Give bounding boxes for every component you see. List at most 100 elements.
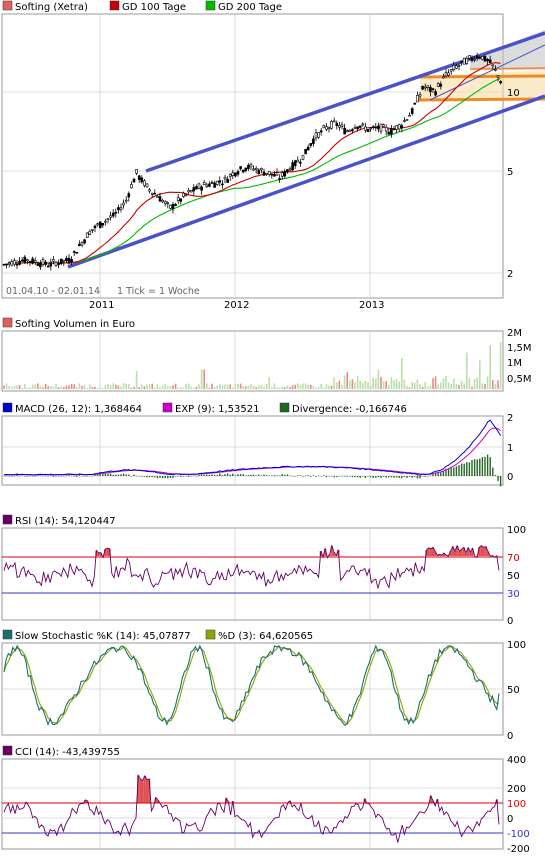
candle-body bbox=[205, 184, 209, 187]
divergence-bar bbox=[146, 476, 148, 478]
divergence-bar bbox=[463, 463, 465, 476]
cci-fill-segment bbox=[143, 776, 146, 804]
volume-bar bbox=[458, 384, 460, 389]
candle-body bbox=[452, 64, 456, 70]
divergence-bar bbox=[497, 476, 499, 481]
candle-body bbox=[491, 64, 495, 67]
divergence-bar bbox=[432, 473, 434, 476]
candle-body bbox=[356, 126, 359, 130]
volume-bar bbox=[109, 384, 112, 389]
price-y-axis: 10 5 2 bbox=[507, 88, 520, 280]
divergence-bar bbox=[60, 475, 62, 477]
divergence-bar bbox=[395, 476, 398, 478]
price-plot-frame bbox=[1, 13, 504, 299]
divergence-bar bbox=[3, 476, 5, 477]
candle-body bbox=[486, 59, 489, 62]
candle-body bbox=[114, 211, 118, 214]
volume-bar bbox=[460, 380, 463, 389]
divergence-bar bbox=[291, 476, 294, 477]
rsi-fill-segment bbox=[478, 547, 481, 556]
divergence-bar bbox=[239, 474, 242, 476]
stoch-d-legend-label: %D (3): 64,620565 bbox=[218, 631, 313, 642]
volume-bar bbox=[57, 387, 60, 389]
candle-body bbox=[423, 86, 427, 89]
ma100-legend-swatch bbox=[109, 0, 120, 11]
candle-body bbox=[174, 203, 177, 206]
divergence-bar bbox=[336, 476, 338, 478]
divergence-bar bbox=[115, 474, 117, 476]
divergence-bar bbox=[182, 476, 185, 477]
candle-body bbox=[221, 183, 224, 186]
divergence-bar bbox=[362, 475, 364, 477]
volume-bar bbox=[128, 383, 130, 389]
volume-bar bbox=[414, 383, 416, 389]
volume-bar bbox=[237, 383, 239, 389]
volume-bar bbox=[284, 387, 286, 389]
volume-bar bbox=[328, 385, 330, 389]
divergence-bar bbox=[234, 475, 237, 476]
candle-body bbox=[260, 168, 263, 171]
volume-plot-frame bbox=[1, 330, 504, 392]
divergence-bar bbox=[494, 474, 497, 476]
divergence-bar bbox=[489, 457, 491, 476]
volume-bar bbox=[375, 378, 377, 389]
volume-bar bbox=[333, 377, 335, 389]
divergence-bar bbox=[86, 476, 88, 477]
cci-tick-200: 200 bbox=[507, 784, 526, 795]
divergence-bar bbox=[450, 467, 452, 476]
candle-body bbox=[283, 171, 287, 177]
cci-fill-segment bbox=[137, 775, 140, 804]
divergence-legend-label: Divergence: -0,166746 bbox=[292, 404, 407, 415]
divergence-bar bbox=[200, 474, 203, 476]
volume-bar bbox=[76, 386, 78, 389]
volume-bar bbox=[229, 384, 231, 389]
divergence-bar bbox=[247, 475, 250, 476]
divergence-bar bbox=[226, 473, 229, 476]
divergence-bar bbox=[414, 476, 416, 477]
divergence-bar bbox=[198, 475, 200, 476]
divergence-bar bbox=[341, 475, 343, 477]
volume-bar bbox=[203, 369, 205, 389]
divergence-bar bbox=[78, 475, 81, 476]
volume-bar bbox=[289, 387, 291, 389]
divergence-bar bbox=[44, 475, 47, 477]
volume-bar bbox=[419, 384, 421, 389]
volume-bar bbox=[416, 379, 419, 389]
date-range-label: 01.04.10 - 02.01.14 bbox=[6, 286, 100, 297]
volume-bar bbox=[273, 383, 276, 389]
divergence-bar bbox=[364, 476, 367, 478]
candle-body bbox=[379, 123, 383, 132]
divergence-bar bbox=[117, 474, 120, 476]
divergence-bar bbox=[276, 475, 278, 476]
divergence-bar bbox=[499, 476, 502, 487]
cci-fill-segment bbox=[363, 798, 366, 804]
divergence-bar bbox=[224, 474, 226, 476]
divergence-bar bbox=[57, 475, 60, 477]
volume-bar bbox=[206, 383, 208, 389]
candle-body bbox=[247, 164, 250, 169]
macd-tick-1: 1 bbox=[507, 443, 513, 454]
divergence-bar bbox=[245, 475, 247, 476]
candle-body bbox=[39, 262, 42, 268]
candle-body bbox=[475, 55, 479, 59]
volume-bar bbox=[47, 386, 49, 389]
rsi-fill-segment bbox=[427, 547, 430, 556]
candle-body bbox=[444, 72, 448, 77]
divergence-bar bbox=[206, 474, 208, 476]
candle-body bbox=[408, 114, 411, 117]
volume-bar bbox=[395, 378, 398, 389]
divergence-bar bbox=[416, 476, 419, 479]
divergence-bar bbox=[107, 473, 109, 476]
candle-body bbox=[358, 125, 362, 128]
candle-body bbox=[416, 94, 419, 103]
volume-bar bbox=[473, 379, 476, 389]
divergence-bar bbox=[372, 476, 374, 478]
volume-bar bbox=[68, 385, 70, 389]
candle-body bbox=[200, 186, 203, 191]
divergence-bar bbox=[250, 474, 252, 476]
candle-body bbox=[442, 76, 445, 79]
divergence-bar bbox=[421, 476, 424, 477]
volume-bar bbox=[432, 378, 434, 389]
divergence-bar bbox=[268, 475, 270, 476]
